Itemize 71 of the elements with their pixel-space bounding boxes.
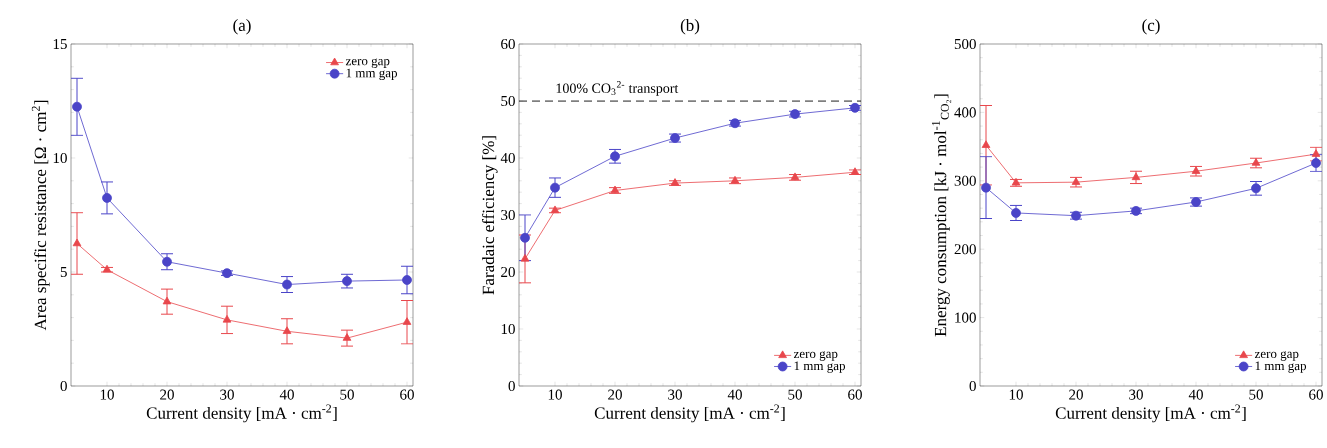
x-tick-label: 60	[400, 389, 414, 400]
x-tick-label: 50	[788, 389, 802, 400]
x-tick-label: 20	[160, 389, 174, 400]
chart-title: (a)	[233, 19, 251, 35]
point	[520, 232, 530, 243]
point	[102, 193, 112, 203]
point	[550, 182, 560, 193]
point	[981, 182, 991, 193]
point	[520, 253, 530, 262]
chart-title: (c)	[1142, 19, 1160, 35]
point	[981, 140, 991, 148]
y-tick-label: 500	[954, 38, 976, 50]
point	[162, 256, 172, 267]
chart-title: (b)	[680, 19, 700, 35]
x-tick-label: 10	[1009, 389, 1023, 400]
x-tick-label: 20	[608, 389, 622, 400]
legend-label: 1 mm gap	[794, 361, 846, 373]
y-tick-label: 10	[501, 323, 515, 335]
y-tick-label: 100	[955, 312, 976, 323]
x-tick-label: 30	[220, 389, 234, 400]
point	[72, 238, 82, 247]
point	[342, 333, 352, 341]
y-tick-label: 60	[501, 38, 515, 50]
x-tick-label: 30	[668, 389, 682, 400]
legend-label: zero gap	[793, 351, 838, 361]
x-tick-label: 30	[1129, 389, 1143, 400]
x-tick-label: 20	[1069, 389, 1083, 400]
x-tick-label: 50	[1249, 389, 1263, 400]
y-axis-title: Area specific resistance [Ω · cm$^{2}$]	[31, 100, 50, 331]
y-tick-label: 10	[53, 152, 67, 164]
point	[1131, 172, 1141, 181]
y-tick-label: 400	[954, 107, 976, 118]
x-tick-label: 40	[279, 389, 294, 400]
x-tick-label: 10	[548, 389, 562, 400]
x-axis-title: Current density [mA · cm$^{-2}$]	[1055, 404, 1246, 423]
point	[402, 317, 412, 325]
legend-label: zero gap	[1254, 351, 1299, 361]
point	[222, 268, 232, 279]
point	[282, 279, 292, 290]
point	[850, 102, 860, 113]
legend-label: zero gap	[345, 58, 390, 68]
y-tick-label: 0	[969, 380, 976, 392]
y-tick-label: 30	[501, 209, 515, 221]
point	[72, 101, 82, 112]
x-tick-label: 10	[100, 389, 114, 400]
point	[402, 275, 412, 285]
ref-line-label: 100% CO$_{3}$$^{2-}$ transport	[556, 81, 679, 96]
x-axis-title: Current density [mA · cm$^{-2}$]	[594, 404, 785, 423]
x-axis-title: Current density [mA · cm$^{-2}$]	[146, 404, 337, 423]
point	[222, 314, 232, 323]
x-tick-label: 50	[340, 389, 354, 400]
point	[282, 326, 292, 334]
y-tick-label: 200	[954, 244, 976, 255]
y-tick-label: 20	[501, 266, 515, 278]
x-tick-label: 40	[1188, 389, 1203, 400]
y-tick-label: 5	[60, 267, 67, 277]
point	[162, 296, 172, 305]
x-tick-label: 60	[1309, 389, 1323, 400]
y-axis-title: Energy consumption [kJ · mol$^{-1}$$_{CO₂}$]	[931, 94, 952, 337]
y-tick-label: 0	[508, 380, 515, 392]
legend-label: 1 mm gap	[346, 68, 398, 81]
y-axis-title: Faradaic efficiency [%]	[481, 136, 498, 295]
x-tick-label: 40	[727, 389, 742, 400]
y-tick-label: 50	[501, 95, 515, 107]
y-tick-label: 40	[500, 152, 515, 164]
x-tick-label: 60	[848, 389, 862, 400]
y-tick-label: 300	[954, 175, 976, 186]
point	[1011, 208, 1021, 218]
y-tick-label: 0	[60, 380, 67, 392]
legend-label: 1 mm gap	[1255, 361, 1307, 373]
y-tick-label: 15	[53, 38, 67, 50]
